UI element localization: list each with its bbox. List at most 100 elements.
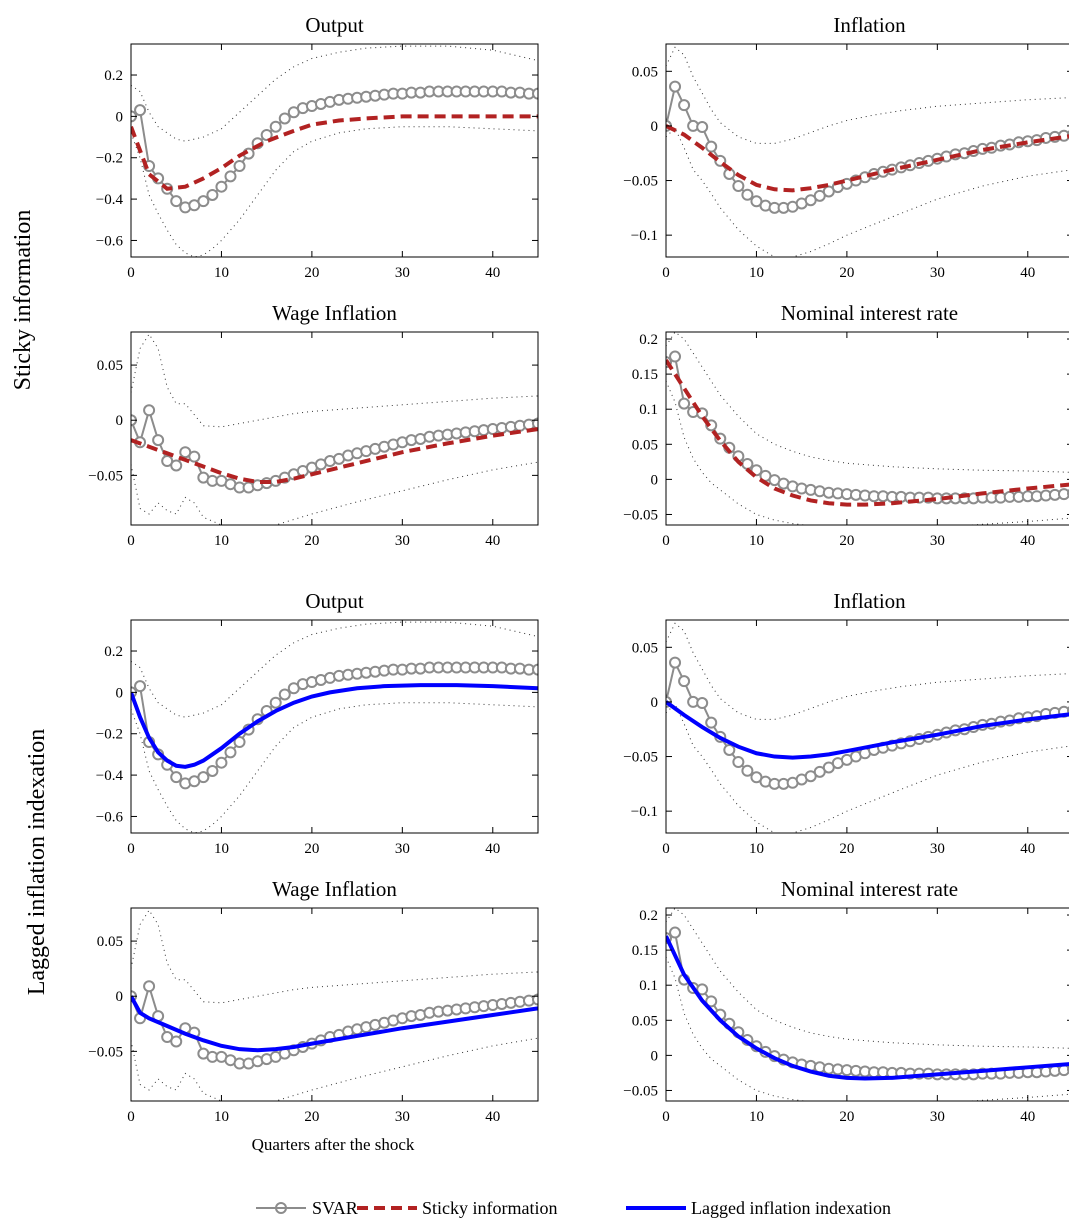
axes-box [665,331,1069,526]
y-tick-label: −0.05 [623,750,658,766]
x-tick-label: 40 [485,265,500,281]
sticky-information-line [131,427,538,484]
svar-point [696,121,709,134]
svar-point [278,688,291,701]
x-tick-label: 0 [662,265,670,281]
lagged-indexation-line [666,935,1069,1081]
y-tick-label: 0.2 [639,908,658,924]
x-tick-label: 30 [395,265,410,281]
y-tick-label: 0.2 [104,644,123,660]
sticky-information-line [131,114,538,191]
y-tick-label: 0.05 [632,640,658,656]
band-upper-line [666,622,1069,720]
svar-point [170,771,183,784]
svar-point [206,764,219,777]
y-tick-label: 0.15 [632,943,658,959]
svar-point [532,87,538,100]
legend-svar-label: SVAR [312,1198,358,1218]
x-tick-label: 40 [485,533,500,549]
panel-li-interest: Nominal interest rate 0 10 20 30 40 0.2 0.15 0.1… [623,877,1069,1125]
x-tick-label: 0 [662,1109,670,1125]
y-tick-label: −0.4 [96,768,124,784]
band-lower-line [666,127,1069,257]
svar-point [741,764,754,777]
panels: Output 0 10 20 30 40 0.2 0 −0.2 −0.4 −0.6 Inflation… [88,13,1069,1125]
band-lower-line [666,956,1069,1101]
x-tick-label: 20 [839,533,854,549]
svar-point [669,926,682,939]
legend-sticky-label: Sticky information [422,1198,557,1218]
y-tick-label: −0.05 [88,468,123,484]
y-tick-label: −0.05 [88,1044,123,1060]
svar-point [170,459,183,472]
svar-point [197,771,210,784]
y-tick-label: 0 [116,989,124,1005]
sticky-information-line [666,358,1069,507]
band-lower-line [131,461,538,525]
panel-li-output: Output 0 10 20 30 40 0.2 0 −0.2 −0.4 −0.6 [96,589,539,857]
svar-point [224,170,237,183]
x-tick-label: 30 [930,1109,945,1125]
panel-si-inflation: Inflation 0 10 20 30 40 0.05 0 −0.05 −0.1 [623,13,1069,281]
band-lower-line [131,702,538,833]
y-tick-label: 0.1 [639,978,658,994]
svar-point [215,180,228,193]
y-tick-label: 0 [651,1048,659,1064]
svar-point [678,99,691,112]
chart-title: Nominal interest rate [781,877,958,901]
axes-box [130,331,539,526]
axes-box [665,907,1069,1102]
y-tick-label: 0.2 [639,332,658,348]
x-tick-label: 30 [395,533,410,549]
x-tick-label: 40 [485,1109,500,1125]
x-tick-label: 40 [1020,841,1035,857]
y-tick-label: 0.05 [632,1013,658,1029]
chart-title: Nominal interest rate [781,301,958,325]
svar-point [197,195,210,208]
chart-title: Output [305,13,364,37]
y-tick-label: 0.2 [104,68,123,84]
panel-li-wage: Wage Inflation 0 10 20 30 40 0.05 0 −0.05 [88,877,539,1125]
y-tick-label: −0.6 [96,809,124,825]
x-tick-label: 0 [662,533,670,549]
x-tick-label: 10 [749,1109,764,1125]
chart-title: Wage Inflation [272,877,397,901]
svar-point [705,140,718,153]
svar-point [723,743,736,756]
svar-point [143,980,156,993]
x-tick-label: 20 [839,265,854,281]
chart-title: Output [305,589,364,613]
svar-point [678,675,691,688]
svar-line [666,930,1069,1076]
axes-box [665,43,1069,258]
panel-si-interest: Nominal interest rate 0 10 20 30 40 0.2 0.15 0.1… [623,301,1069,549]
svar-point [741,457,754,470]
y-tick-label: 0 [116,685,124,701]
x-tick-label: 20 [304,533,319,549]
svar-line [131,406,538,489]
y-tick-label: 0 [651,695,659,711]
legend-svar-marker [275,1202,287,1214]
svar-line [666,354,1069,500]
svar-point [134,104,147,117]
x-tick-label: 30 [930,265,945,281]
x-tick-label: 30 [395,1109,410,1125]
svar-point [269,696,282,709]
y-tick-label: −0.1 [631,804,658,820]
band-lower-line [131,126,538,257]
y-tick-label: −0.1 [631,228,658,244]
svar-point [269,120,282,133]
y-tick-label: −0.05 [623,1083,658,1099]
x-tick-label: 40 [1020,533,1035,549]
x-tick-label: 10 [749,265,764,281]
x-tick-label: 20 [304,265,319,281]
svar-point [678,397,691,410]
x-tick-label: 10 [214,841,229,857]
lagged-indexation-line [131,995,538,1053]
y-tick-label: −0.05 [623,174,658,190]
svar-point [206,188,219,201]
x-tick-label: 0 [127,265,135,281]
plot-area [666,908,1069,1101]
y-tick-label: 0 [651,119,659,135]
svar-point [532,993,538,1006]
